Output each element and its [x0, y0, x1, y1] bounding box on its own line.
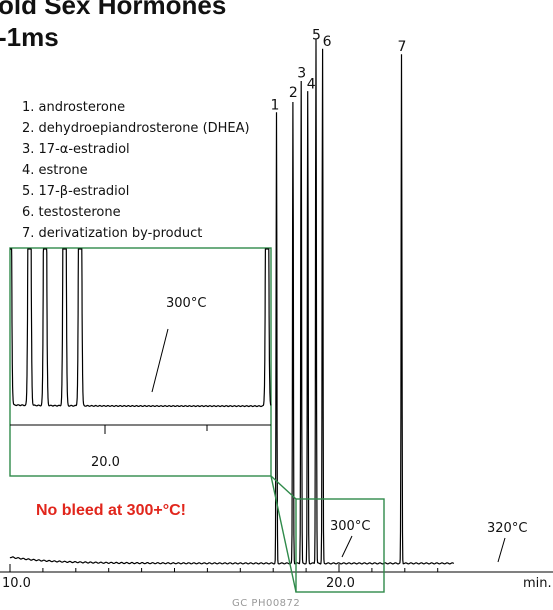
- legend-item: 1. androsterone: [22, 100, 125, 115]
- peak-label-2: 2: [289, 85, 298, 101]
- zoom-connector-top: [270, 475, 297, 500]
- inset-temp-pointer: [151, 328, 169, 393]
- x-tick-label-10: 10.0: [2, 576, 31, 591]
- peak-label-7: 7: [398, 39, 407, 55]
- legend-item: 7. derivatization by-product: [22, 226, 202, 241]
- legend-item: 5. 17-β-estradiol: [22, 184, 129, 199]
- chart-title: old Sex Hormones: [0, 0, 226, 20]
- chart-subtitle: -1ms: [0, 22, 59, 52]
- peak-labels: 12 34 5 6 7: [271, 27, 407, 113]
- x-axis-unit: min.: [523, 576, 552, 591]
- inset-tick-label: 20.0: [91, 455, 120, 470]
- x-minor-ticks: [42, 568, 439, 572]
- temperature-annotations: 300°C 320°C: [330, 519, 527, 563]
- x-tick-label-20: 20.0: [326, 576, 355, 591]
- peak-label-4: 4: [307, 76, 316, 92]
- zoom-region-box: [295, 498, 385, 593]
- zoom-connector-bottom: [270, 475, 297, 593]
- inset-frame: [9, 247, 272, 477]
- peak-legend: 1. androsterone 2. dehydroepiandrosteron…: [22, 100, 250, 241]
- temp-320-label: 320°C: [487, 521, 527, 536]
- footer-code: GC PH00872: [232, 598, 300, 609]
- no-bleed-callout: No bleed at 300+°C!: [36, 502, 186, 519]
- inset-temp-label: 300°C: [166, 296, 206, 311]
- temp-320-pointer: [497, 537, 506, 563]
- peak-label-1: 1: [271, 98, 280, 114]
- legend-item: 3. 17-α-estradiol: [22, 142, 130, 157]
- legend-item: 6. testosterone: [22, 205, 121, 220]
- chromatogram-trace: [9, 38, 455, 565]
- peak-label-3: 3: [297, 66, 306, 82]
- temp-300-label: 300°C: [330, 519, 370, 534]
- inset-trace: [10, 248, 272, 408]
- legend-item: 2. dehydroepiandrosterone (DHEA): [22, 121, 250, 136]
- peak-label-5: 5: [312, 27, 321, 43]
- temp-300-pointer: [341, 535, 353, 558]
- legend-item: 4. estrone: [22, 163, 88, 178]
- zoom-callout: [270, 475, 385, 593]
- x-axis: 10.0 20.0 min.: [0, 564, 553, 591]
- inset-chart: 20.0 300°C: [9, 247, 272, 477]
- peak-label-6: 6: [323, 34, 332, 50]
